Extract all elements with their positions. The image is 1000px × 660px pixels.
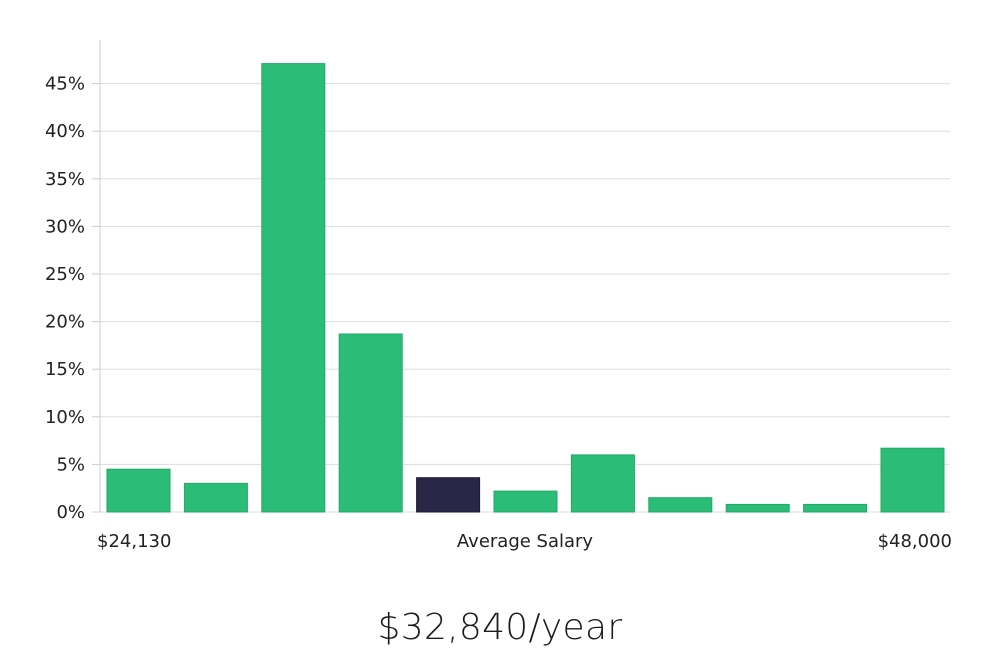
y-tick-label-25: 25% (45, 264, 85, 285)
y-axis (92, 40, 101, 513)
y-tick-label-20: 20% (45, 312, 85, 333)
grid-lines (100, 83, 950, 513)
bar-6 (570, 454, 635, 513)
bar-3 (338, 333, 403, 513)
y-tick-label-30: 30% (45, 216, 85, 237)
bar-1 (183, 482, 248, 513)
x-min-label: $24,130 (97, 531, 171, 552)
bar-average-salary (416, 477, 481, 513)
y-tick-label-35: 35% (45, 169, 85, 190)
y-tick-labels: 0% 5% 10% 15% 20% 25% 30% 35% 40% 45% (45, 74, 85, 523)
bar-7 (648, 497, 713, 513)
x-center-label: Average Salary (457, 531, 594, 552)
average-salary-value: $32,840/year (377, 607, 623, 648)
bar-0 (106, 468, 171, 513)
y-tick-label-0: 0% (56, 502, 85, 523)
y-tick-label-15: 15% (45, 359, 85, 380)
x-max-label: $48,000 (878, 531, 952, 552)
y-tick-label-10: 10% (45, 407, 85, 428)
bar-2 (261, 63, 326, 513)
chart-svg: 0% 5% 10% 15% 20% 25% 30% 35% 40% 45% $24,130 Ave… (45, 40, 952, 552)
bars (106, 63, 945, 513)
bar-10 (880, 447, 945, 513)
y-tick-label-5: 5% (56, 454, 85, 475)
bar-5 (493, 490, 558, 513)
y-tick-label-40: 40% (45, 121, 85, 142)
x-annotations: $24,130 Average Salary $48,000 (97, 531, 952, 552)
bar-9 (803, 503, 868, 513)
y-tick-label-45: 45% (45, 74, 85, 95)
bar-8 (725, 503, 790, 513)
